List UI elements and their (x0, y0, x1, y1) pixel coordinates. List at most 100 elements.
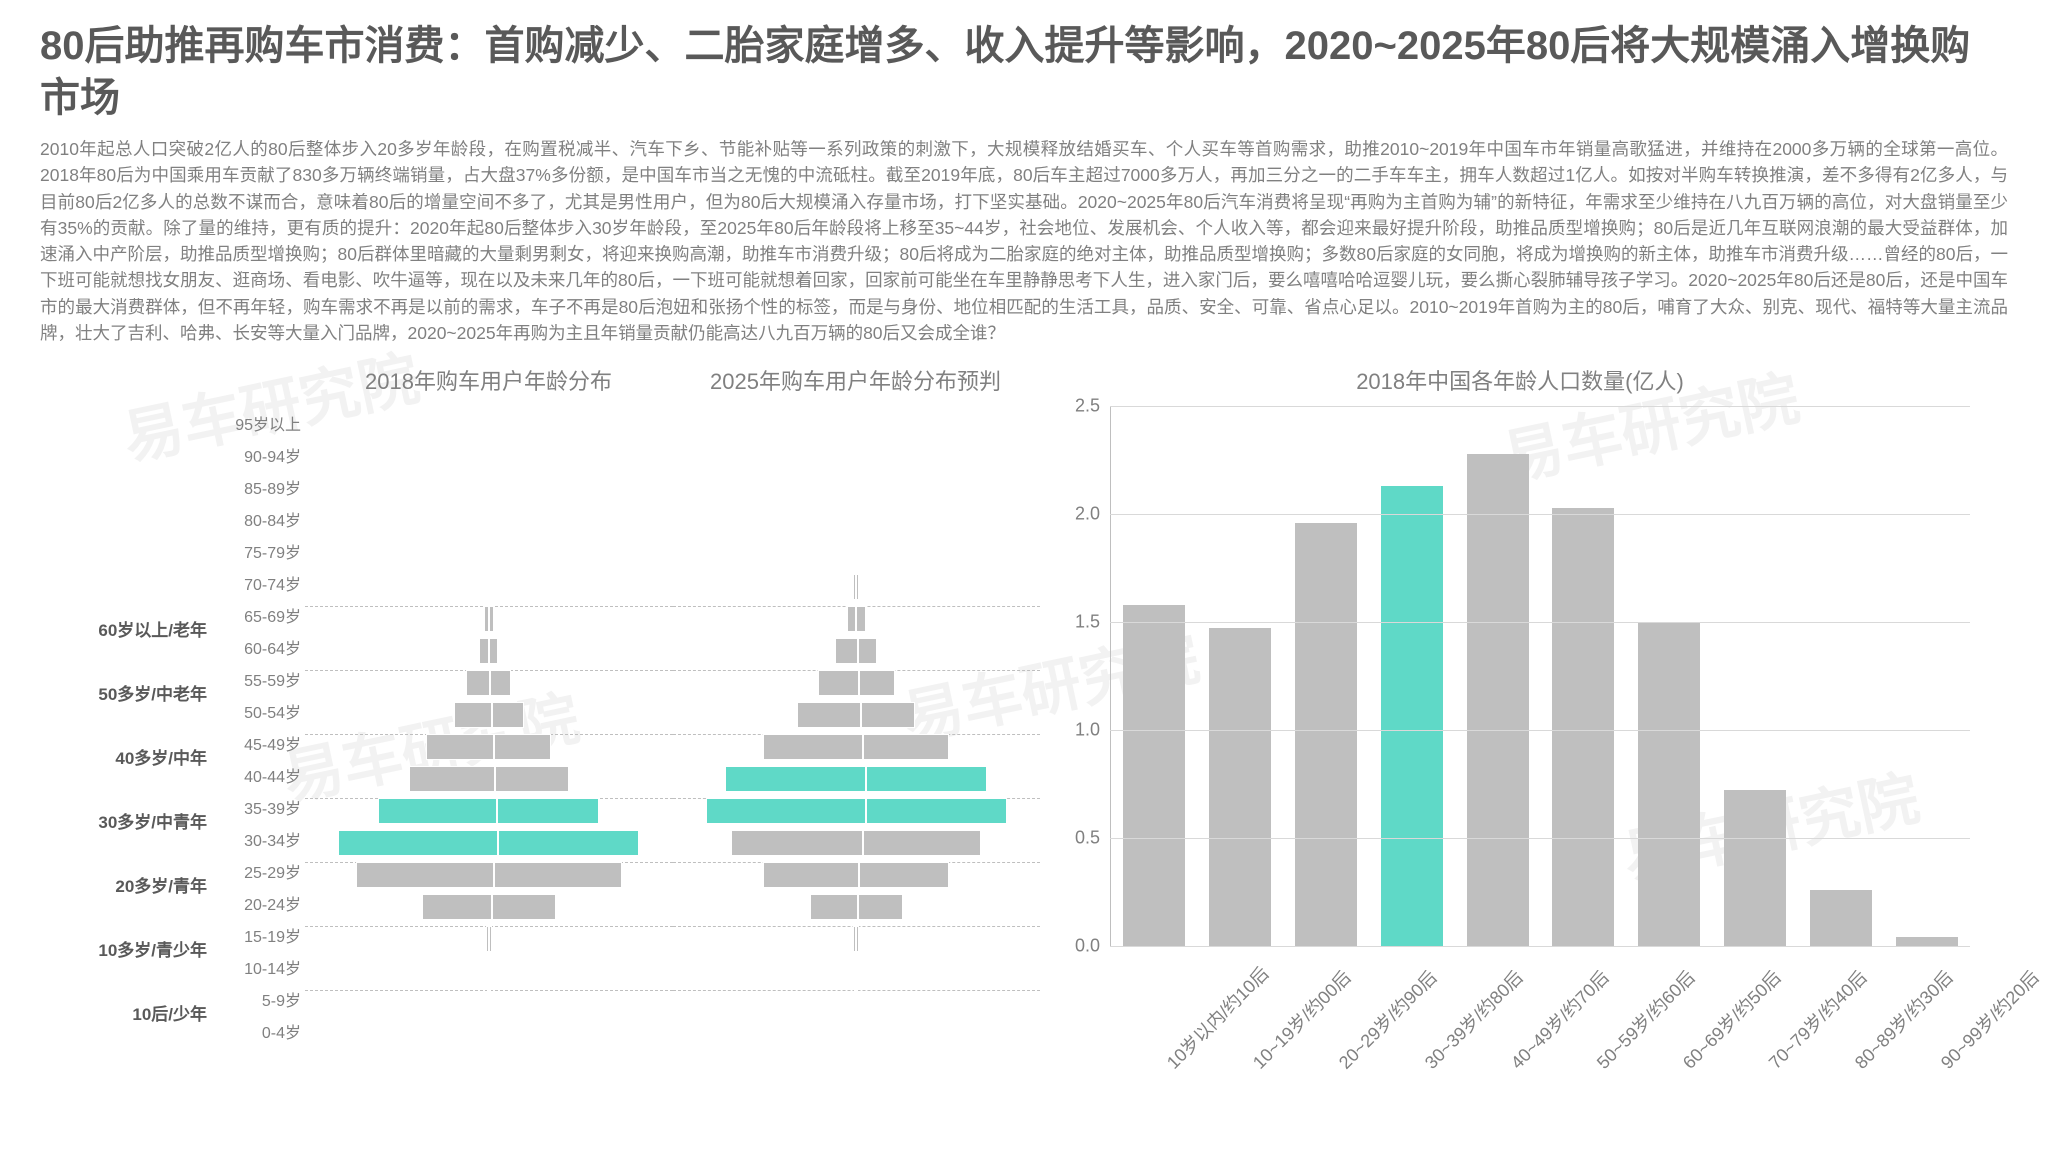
x-tick-label: 90~99岁/约20后 (1934, 1012, 1996, 1074)
x-tick-label: 80~89岁/约30后 (1848, 1012, 1910, 1074)
pyramid-bar (673, 862, 1041, 888)
age-band-label: 10-14岁 (244, 962, 301, 978)
pyramid-bar (673, 798, 1041, 824)
pyramid-group-labels: 60岁以上/老年50多岁/中老年40多岁/中年30多岁/中青年20多岁/青年10… (40, 396, 215, 1076)
pyramid-bar (673, 510, 1041, 536)
pyramid-bar (673, 702, 1041, 728)
age-group-label: 30多岁/中青年 (98, 808, 207, 833)
age-band-label: 0-4岁 (262, 1026, 301, 1042)
age-band-label: 85-89岁 (244, 482, 301, 498)
y-tick-label: 1.0 (1075, 720, 1100, 741)
bar (1209, 628, 1271, 946)
age-band-label: 90-94岁 (244, 450, 301, 466)
pyramid-bar (305, 926, 673, 952)
y-tick-label: 1.5 (1075, 612, 1100, 633)
age-band-label: 65-69岁 (244, 610, 301, 626)
age-band-label: 60-64岁 (244, 642, 301, 658)
age-group-label: 10后/少年 (132, 1000, 207, 1025)
age-band-label: 95岁以上 (235, 418, 301, 434)
pyramid-bar (305, 638, 673, 664)
age-band-label: 20-24岁 (244, 898, 301, 914)
pyramid-bar (305, 862, 673, 888)
age-band-label: 45-49岁 (244, 738, 301, 754)
pyramid-charts: 2018年购车用户年龄分布 2025年购车用户年龄分布预判 60岁以上/老年50… (40, 364, 1040, 1104)
age-group-label: 40多岁/中年 (115, 744, 207, 769)
pyramid-bar (305, 734, 673, 760)
age-band-label: 35-39岁 (244, 802, 301, 818)
pyramid-bar (673, 830, 1041, 856)
y-tick-label: 0.5 (1075, 828, 1100, 849)
bar (1896, 937, 1958, 946)
pyramid-bar (673, 606, 1041, 632)
age-band-label: 70-74岁 (244, 578, 301, 594)
pyramid-bar (673, 1022, 1041, 1048)
pyramid-bar (305, 798, 673, 824)
pyramid-bar (305, 894, 673, 920)
pyramid-bar (305, 414, 673, 440)
age-group-label: 10多岁/青少年 (98, 936, 207, 961)
x-tick-label: 10岁以内/约10后 (1160, 1012, 1222, 1074)
pyramid-bar (673, 958, 1041, 984)
pyramid-bar (673, 542, 1041, 568)
age-band-label: 40-44岁 (244, 770, 301, 786)
pyramid-bar (305, 766, 673, 792)
y-tick-label: 2.5 (1075, 396, 1100, 417)
bar (1638, 622, 1700, 946)
bar (1123, 605, 1185, 946)
bar (1381, 486, 1443, 946)
bar (1724, 790, 1786, 946)
age-band-label: 5-9岁 (262, 994, 301, 1010)
pyramid-2018 (305, 396, 673, 1076)
pyramid-bar (673, 926, 1041, 952)
pyramid-bar (305, 574, 673, 600)
age-group-label: 50多岁/中老年 (98, 680, 207, 705)
pyramid-bar (305, 830, 673, 856)
pyramid-bar (673, 734, 1041, 760)
bar (1810, 890, 1872, 946)
pyramid-bar (673, 638, 1041, 664)
age-group-label: 20多岁/青年 (115, 872, 207, 897)
age-band-label: 15-19岁 (244, 930, 301, 946)
pyramid-bar (673, 766, 1041, 792)
pyramid-bar (305, 606, 673, 632)
pyramid-bar (305, 446, 673, 472)
bar (1552, 508, 1614, 946)
pyramid-bar (305, 542, 673, 568)
pyramid-bar (673, 894, 1041, 920)
pyramid-bar (673, 670, 1041, 696)
x-tick-label: 10~19岁/约00后 (1246, 1012, 1308, 1074)
x-tick-label: 50~59岁/约60后 (1590, 1012, 1652, 1074)
x-tick-label: 60~69岁/约50后 (1676, 1012, 1738, 1074)
pyramid-bar (305, 478, 673, 504)
pyramid-title-2018: 2018年购车用户年龄分布 (305, 364, 672, 396)
pyramid-bar (305, 702, 673, 728)
x-tick-label: 30~39岁/约80后 (1418, 1012, 1480, 1074)
y-tick-label: 0.0 (1075, 936, 1100, 957)
x-tick-label: 20~29岁/约90后 (1332, 1012, 1394, 1074)
bar-chart-plot: 10岁以内/约10后10~19岁/约00后20~29岁/约90后30~39岁/约… (1110, 406, 1970, 946)
x-tick-label: 70~79岁/约40后 (1762, 1012, 1824, 1074)
bar-chart-title: 2018年中国各年龄人口数量(亿人) (1040, 364, 2000, 396)
bar (1295, 523, 1357, 946)
pyramid-bar (673, 446, 1041, 472)
bar-chart: 2018年中国各年龄人口数量(亿人) 10岁以内/约10后10~19岁/约00后… (1040, 364, 2000, 1104)
y-tick-label: 2.0 (1075, 504, 1100, 525)
bar (1467, 454, 1529, 946)
pyramid-bar (305, 670, 673, 696)
pyramid-bar (673, 414, 1041, 440)
pyramid-bar (305, 990, 673, 1016)
pyramid-title-2025: 2025年购车用户年龄分布预判 (672, 364, 1039, 396)
pyramid-bar (673, 574, 1041, 600)
pyramid-bar (305, 510, 673, 536)
pyramid-age-labels: 95岁以上 90-94岁 85-89岁 80-84岁 75-79岁 70-74岁 65-69… (215, 396, 305, 1076)
pyramid-2025 (673, 396, 1041, 1076)
age-band-label: 30-34岁 (244, 834, 301, 850)
pyramid-bar (305, 1022, 673, 1048)
x-tick-label: 40~49岁/约70后 (1504, 1012, 1566, 1074)
age-band-label: 25-29岁 (244, 866, 301, 882)
age-band-label: 75-79岁 (244, 546, 301, 562)
age-band-label: 80-84岁 (244, 514, 301, 530)
page-title: 80后助推再购车市消费：首购减少、二胎家庭增多、收入提升等影响，2020~202… (40, 20, 2008, 124)
pyramid-bar (673, 478, 1041, 504)
pyramid-bar (673, 990, 1041, 1016)
